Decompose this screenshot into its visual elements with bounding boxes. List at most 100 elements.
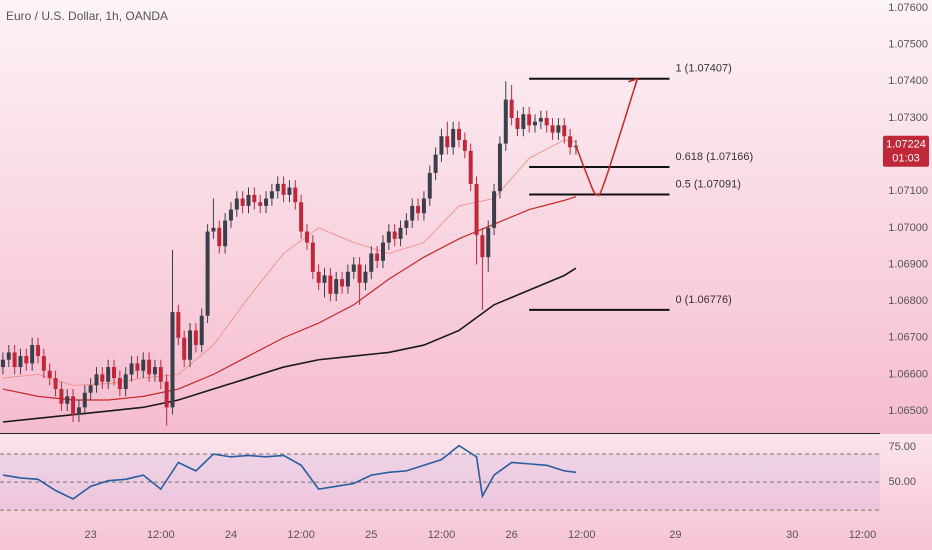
candle-body — [240, 198, 245, 206]
candle-body — [0, 359, 5, 368]
candle-body — [328, 275, 333, 294]
countdown: 01:03 — [892, 153, 920, 165]
candle-body — [568, 136, 573, 148]
price-tag — [883, 135, 929, 167]
candle-body — [281, 183, 286, 195]
rsi-tick-label: 50.00 — [888, 476, 916, 488]
x-tick-label: 12:00 — [849, 529, 877, 541]
candle-body — [369, 253, 374, 272]
candle-body — [269, 191, 274, 199]
rsi-tick-label: 75.00 — [888, 441, 916, 453]
candle-body — [246, 194, 251, 206]
candle-body — [410, 205, 415, 221]
candle-body — [503, 99, 508, 144]
candle-body — [264, 198, 269, 206]
main-pane — [0, 0, 932, 434]
candle-body — [497, 143, 502, 192]
candle-body — [234, 198, 239, 210]
y-tick-label: 1.07400 — [888, 75, 928, 87]
candle-body — [53, 378, 58, 390]
x-tick-label: 25 — [365, 529, 377, 541]
candle-body — [228, 209, 233, 221]
y-tick-label: 1.07300 — [888, 112, 928, 124]
y-tick-label: 1.07000 — [888, 222, 928, 234]
line-series — [2, 196, 577, 401]
candle-body — [357, 264, 362, 283]
candle-body — [135, 363, 140, 371]
candle-body — [88, 385, 93, 393]
candle-body — [386, 231, 391, 243]
x-tick-label: 12:00 — [568, 529, 596, 541]
candle-body — [129, 363, 134, 375]
candle-body — [100, 374, 105, 382]
y-tick-label: 1.07600 — [888, 2, 928, 14]
candle-body — [299, 202, 304, 232]
candle-body — [12, 352, 17, 368]
candle-body — [94, 374, 99, 386]
candle-body — [457, 128, 462, 140]
candle-body — [351, 264, 356, 272]
candle-body — [158, 367, 163, 382]
candle-body — [65, 396, 70, 404]
y-tick-label: 1.07100 — [888, 185, 928, 197]
candle-body — [322, 275, 327, 283]
x-tick-label: 26 — [506, 529, 518, 541]
projection-arrowhead — [628, 77, 639, 89]
candle-body — [176, 312, 181, 338]
x-tick-label: 29 — [669, 529, 681, 541]
rsi-band — [0, 454, 880, 511]
candle-body — [445, 136, 450, 148]
candle-body — [544, 117, 549, 126]
candle-body — [521, 114, 526, 129]
y-tick-label: 1.06500 — [888, 405, 928, 417]
candle-body — [82, 392, 87, 408]
candle-body — [509, 99, 514, 118]
candle-body — [421, 198, 426, 214]
y-tick-label: 1.07500 — [888, 39, 928, 51]
candle-body — [193, 330, 198, 346]
candle-body — [188, 330, 193, 360]
candle-body — [47, 370, 52, 379]
x-tick-label: 12:00 — [287, 529, 315, 541]
candle-body — [164, 381, 169, 408]
candle-body — [24, 356, 29, 364]
candle-body — [310, 242, 315, 272]
candle-body — [223, 220, 228, 247]
candle-body — [462, 139, 467, 151]
candle-body — [427, 172, 432, 199]
candle-body — [252, 194, 257, 203]
candle-body — [293, 187, 298, 203]
candle-body — [556, 125, 561, 133]
y-tick-label: 1.06900 — [888, 258, 928, 270]
candle-body — [550, 125, 555, 133]
fib-label: 0.5 (1.07091) — [676, 178, 741, 190]
x-tick-label: 30 — [786, 529, 798, 541]
candle-body — [18, 356, 23, 368]
candle-body — [211, 227, 216, 232]
candle-body — [316, 271, 321, 283]
line-series — [2, 267, 577, 423]
candle-body — [480, 235, 485, 258]
candle-body — [182, 337, 187, 360]
candle-body — [486, 227, 491, 258]
candle-body — [117, 378, 122, 390]
fib-label: 1 (1.07407) — [676, 63, 732, 75]
candle-body — [363, 271, 368, 283]
fib-label: 0 (1.06776) — [676, 294, 732, 306]
candle-body — [199, 315, 204, 346]
candle-body — [36, 345, 41, 357]
candle-body — [170, 312, 175, 408]
candle-body — [141, 359, 146, 371]
candle-body — [392, 231, 397, 239]
y-tick-label: 1.06800 — [888, 295, 928, 307]
candle-body — [375, 253, 380, 261]
candle-body — [147, 359, 152, 375]
line-series — [2, 444, 577, 500]
fib-label: 0.618 (1.07166) — [676, 151, 754, 163]
candle-body — [76, 407, 81, 415]
candle-body — [398, 227, 403, 239]
candle-body — [345, 271, 350, 287]
candle-body — [533, 121, 538, 126]
candle-body — [538, 117, 543, 122]
